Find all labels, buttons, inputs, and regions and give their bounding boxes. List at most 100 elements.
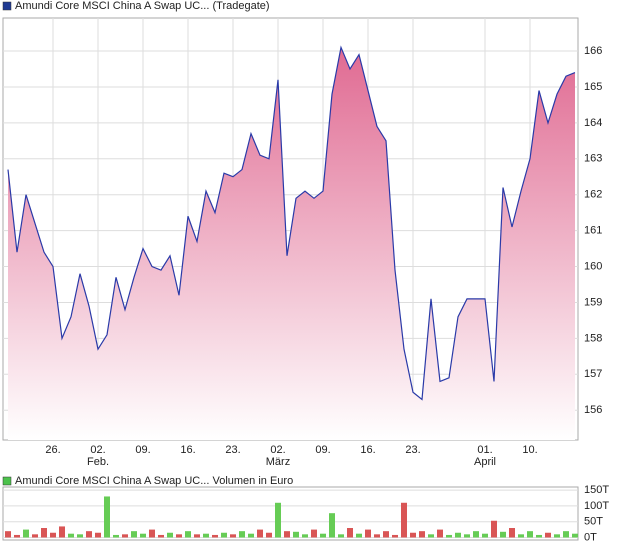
volume-bar [554,534,560,538]
y-tick-label: 150T [584,484,609,496]
volume-bar [284,531,290,538]
volume-bar [176,534,182,538]
volume-bar [266,532,272,538]
volume-bar [527,531,533,538]
y-tick-label: 0T [584,531,597,543]
volume-bar [185,531,191,538]
y-tick-label: 100T [584,500,609,512]
volume-bar [239,531,245,538]
volume-bar [221,532,227,538]
volume-bar [203,533,209,538]
volume-bar [311,529,317,538]
volume-bar [338,534,344,538]
x-tick-label: 26. [45,444,60,456]
volume-bar [86,531,92,538]
volume-bar [509,528,515,538]
x-tick-label: 09. [135,444,150,456]
volume-bar [536,534,542,538]
volume-bar [50,532,56,538]
volume-bar [383,531,389,538]
volume-bar [212,534,218,538]
volume-bar [320,533,326,538]
legend-title: Amundi Core MSCI China A Swap UC... (Tra… [15,0,270,12]
y-tick-label: 159 [584,296,602,308]
volume-bar [410,532,416,538]
x-tick-label: 16. [180,444,195,456]
y-tick-label: 166 [584,45,602,57]
volume-bar [113,534,119,538]
y-tick-label: 160 [584,260,602,272]
volume-bar [500,531,506,538]
volume-bar [167,532,173,538]
month-label: Feb. [87,456,109,468]
volume-bar [77,534,83,538]
legend-swatch [2,1,12,11]
volume-bar [446,534,452,538]
volume-bar [194,534,200,538]
y-tick-label: 163 [584,153,602,165]
volume-bar [473,531,479,538]
volume-bar [572,533,578,538]
y-tick-label: 162 [584,189,602,201]
x-tick-label: 01. [477,444,492,456]
legend-swatch [2,476,12,486]
y-tick-label: 158 [584,332,602,344]
x-tick-label: 23. [405,444,420,456]
volume-bar [374,534,380,538]
volume-bar [59,526,65,538]
volume-bar [104,496,110,538]
x-tick-label: 09. [315,444,330,456]
y-tick-label: 156 [584,404,602,416]
volume-bar [545,532,551,538]
volume-bar [257,529,263,538]
y-tick-label: 157 [584,368,602,380]
legend-title: Amundi Core MSCI China A Swap UC... Volu… [15,475,293,487]
volume-bar [140,533,146,538]
volume-bar [95,532,101,538]
volume-bar [248,533,254,538]
volume-bar [455,532,461,538]
volume-bar [401,502,407,538]
volume-bar [293,531,299,538]
volume-bar [428,534,434,538]
area-fill [8,47,575,440]
volume-bar [302,534,308,538]
volume-bar [230,534,236,538]
volume-bar [158,534,164,538]
volume-bar [131,531,137,538]
price-line [7,45,576,401]
volume-bar [347,528,353,538]
volume-bar [518,534,524,538]
volume-bar [437,529,443,538]
volume-bar [356,533,362,538]
y-tick-label: 164 [584,117,602,129]
volume-bar [464,534,470,538]
volume-bar [419,531,425,538]
volume-bar [365,529,371,538]
x-tick-label: 10. [522,444,537,456]
x-tick-label: 02. [90,444,105,456]
plot-frame [2,486,579,541]
volume-bar [275,502,281,538]
volume-bar [68,533,74,538]
volume-bar [5,531,11,538]
x-tick-label: 16. [360,444,375,456]
y-tick-label: 50T [584,516,603,528]
volume-bar [482,533,488,538]
month-label: April [474,456,496,468]
volume-bar [329,513,335,538]
volume-bar [149,529,155,538]
volume-bar [41,528,47,538]
volume-bar [563,531,569,538]
month-label: März [266,456,290,468]
x-tick-label: 23. [225,444,240,456]
volume-bar [491,520,497,538]
volume-bar [14,534,20,538]
volume-bar [122,534,128,538]
volume-bar [32,534,38,538]
volume-bar [23,529,29,538]
y-tick-label: 161 [584,225,602,237]
x-tick-label: 02. [270,444,285,456]
